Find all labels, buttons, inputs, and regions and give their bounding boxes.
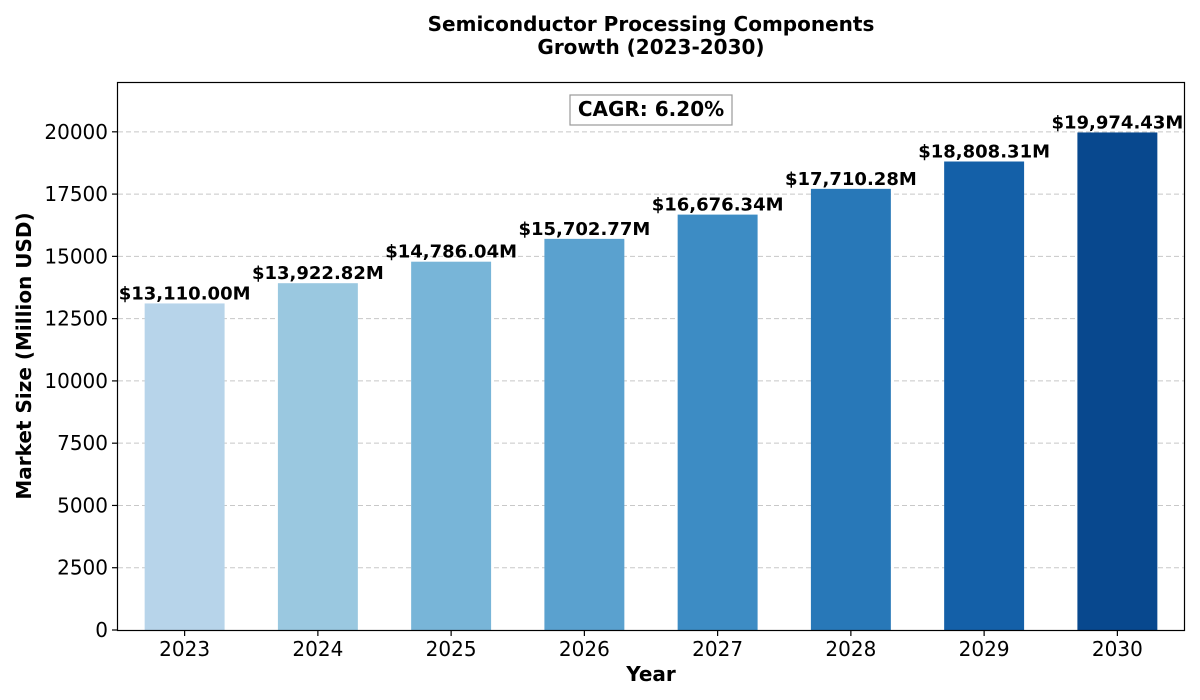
data-label-2024: $13,922.82M [252,263,384,284]
plot-frame [116,81,1186,632]
x-tick-label: 2029 [959,637,1010,661]
y-tick-label: 17500 [44,182,108,206]
bar-2023 [144,303,225,630]
y-tick-label: 20000 [44,120,108,144]
x-tick-label: 2030 [1092,637,1143,661]
bar-2030 [1077,132,1158,630]
bar-2024 [277,283,358,630]
y-tick-label: 15000 [44,244,108,268]
data-label-2025: $14,786.04M [385,242,517,263]
data-label-2027: $16,676.34M [652,195,784,216]
x-tick-label: 2024 [292,637,343,661]
bar-2026 [544,238,625,630]
x-axis-ticks: 2023 2024 2025 2026 2027 2028 2029 2030 [159,630,1143,661]
data-label-2026: $15,702.77M [518,219,650,240]
y-tick-label: 7500 [57,431,108,455]
y-tick-label: 12500 [44,307,108,331]
x-tick-label: 2023 [159,637,210,661]
data-label-2029: $18,808.31M [918,142,1050,163]
y-tick-label: 10000 [44,369,108,393]
data-labels-group: $13,110.00M$13,922.82M$14,786.04M$15,702… [119,112,1184,304]
x-axis-label: Year [625,662,676,686]
x-tick-label: 2027 [692,637,743,661]
data-label-2030: $19,974.43M [1051,112,1183,133]
y-axis-label: Market Size (Million USD) [12,212,36,499]
chart-title-line2: Growth (2023-2030) [537,35,764,59]
bars-group [144,132,1158,631]
y-tick-label: 2500 [57,556,108,580]
cagr-box [569,94,733,126]
y-tick-label: 5000 [57,493,108,517]
chart-title-line1: Semiconductor Processing Components [428,12,875,36]
bar-2029 [944,161,1025,631]
bar-2027 [677,214,758,630]
cagr-annotation: CAGR: 6.20% [578,97,724,121]
bar-2025 [411,261,492,630]
data-label-2023: $13,110.00M [119,283,251,304]
y-tick-label: 0 [95,618,108,642]
x-tick-label: 2026 [559,637,610,661]
bar-2028 [810,188,891,630]
x-tick-label: 2025 [426,637,477,661]
y-axis-ticks: 0 2500 5000 7500 10000 12500 15000 17500 20000 [44,120,118,642]
x-tick-label: 2028 [825,637,876,661]
data-label-2028: $17,710.28M [785,169,917,190]
